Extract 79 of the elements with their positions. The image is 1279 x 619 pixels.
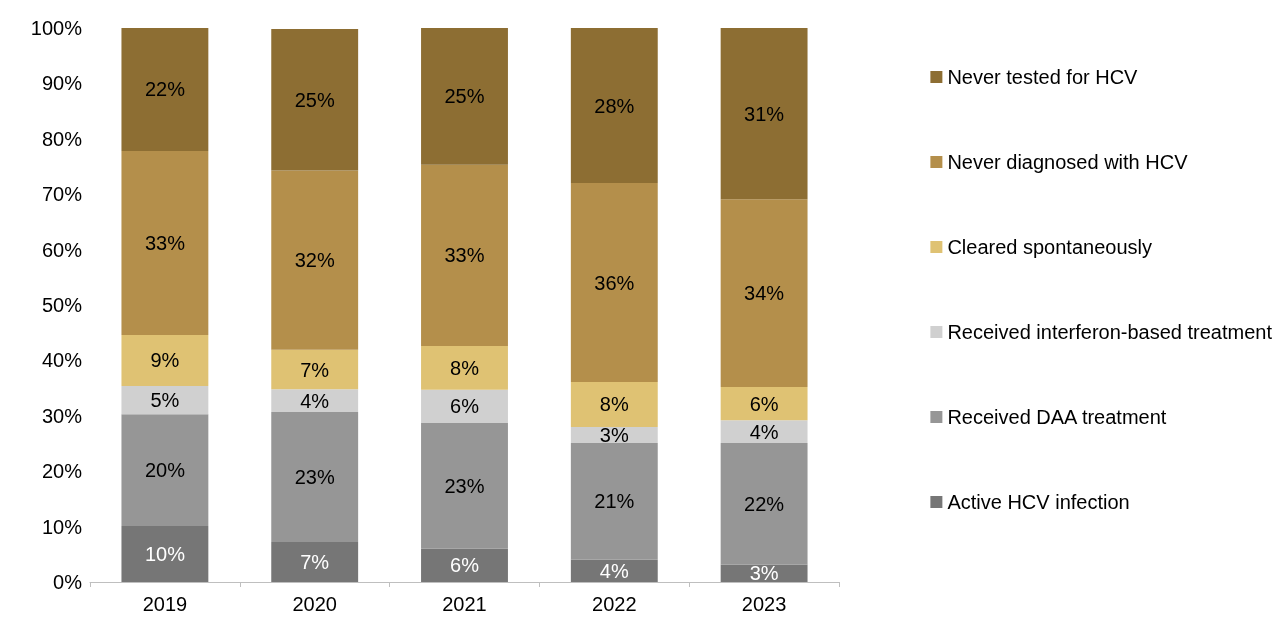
data-label: 8%: [450, 356, 480, 379]
legend-label: Never diagnosed with HCV: [947, 151, 1189, 173]
data-label: 7%: [300, 551, 330, 574]
legend-label: Active HCV infection: [947, 491, 1130, 513]
bar: [121, 150, 209, 335]
y-tick-label: 40%: [41, 349, 83, 372]
data-label: 6%: [450, 395, 480, 418]
data-label: 31%: [744, 102, 785, 125]
data-label: 23%: [444, 474, 485, 497]
bar: [271, 170, 359, 350]
x-tick-label: 2019: [142, 593, 188, 615]
bar: [720, 420, 808, 443]
legend-label: Never tested for HCV: [947, 66, 1139, 88]
bar: [271, 349, 359, 390]
data-label: 4%: [300, 389, 330, 412]
bar: [421, 164, 508, 346]
data-label: 9%: [150, 349, 180, 372]
bar: [121, 414, 209, 527]
data-label: 32%: [294, 249, 335, 272]
x-tick-label: 2022: [592, 593, 637, 615]
data-label: 22%: [144, 78, 186, 101]
y-tick-label: 80%: [41, 127, 83, 150]
bar: [570, 442, 658, 560]
bar: [570, 183, 658, 383]
data-label: 21%: [594, 490, 635, 513]
x-tick-label: 2023: [741, 593, 787, 615]
data-label: 28%: [594, 94, 635, 117]
data-label: 3%: [749, 562, 779, 585]
data-label: 5%: [150, 389, 180, 412]
x-tick-label: 2020: [292, 593, 337, 615]
bar: [570, 382, 658, 427]
bar: [271, 29, 359, 171]
x-tick-label: 2021: [442, 593, 487, 615]
bar: [271, 542, 359, 582]
y-tick-label: 100%: [30, 17, 83, 39]
bar: [570, 28, 658, 184]
legend-label: Received DAA treatment: [947, 406, 1167, 428]
bar: [421, 389, 508, 423]
bar: [421, 423, 508, 549]
y-tick-label: 50%: [41, 294, 83, 316]
data-label: 20%: [144, 459, 186, 482]
bar: [421, 28, 508, 165]
bar: [271, 411, 359, 543]
data-label: 23%: [294, 466, 335, 489]
data-label: 6%: [450, 554, 480, 577]
y-tick-label: 20%: [41, 460, 83, 483]
bar: [121, 385, 209, 415]
data-label: 4%: [749, 420, 779, 443]
legend-label: Received interferon-based treatment: [947, 321, 1273, 343]
bar: [421, 346, 508, 390]
y-tick-label: 0%: [53, 571, 83, 593]
y-tick-label: 60%: [41, 238, 83, 261]
y-tick-label: 30%: [41, 404, 83, 427]
data-label: 7%: [300, 358, 330, 381]
data-label: 10%: [144, 543, 186, 566]
data-label: 25%: [294, 88, 335, 111]
bar: [720, 442, 808, 565]
data-label: 33%: [444, 244, 485, 267]
data-label: 34%: [744, 282, 785, 305]
data-label: 8%: [599, 393, 629, 416]
bar: [421, 548, 508, 582]
bar: [271, 389, 359, 412]
data-label: 25%: [444, 85, 485, 108]
bar: [121, 28, 209, 151]
bar: [720, 386, 808, 421]
y-tick-label: 90%: [41, 72, 83, 95]
bar: [121, 334, 209, 386]
data-label: 4%: [599, 559, 629, 582]
data-label: 36%: [594, 271, 635, 294]
bar: [720, 28, 808, 200]
y-tick-label: 70%: [41, 183, 83, 206]
bar: [720, 199, 808, 387]
data-label: 3%: [599, 423, 629, 446]
y-tick-label: 10%: [41, 515, 83, 538]
bar: [121, 526, 209, 582]
data-label: 6%: [749, 392, 779, 415]
data-label: 33%: [144, 231, 186, 254]
legend-label: Cleared spontaneously: [947, 236, 1152, 258]
data-label: 22%: [744, 492, 785, 515]
